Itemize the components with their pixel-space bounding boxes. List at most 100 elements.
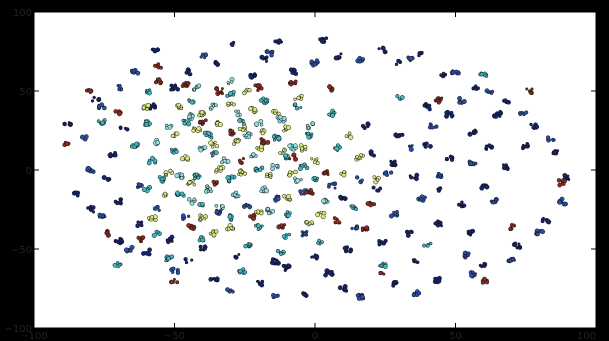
scatter-point-navy-45	[269, 257, 281, 266]
y-tick-label-3: 50	[19, 87, 32, 98]
scatter-point-yellow-18	[186, 179, 196, 187]
scatter-point-cyan-7	[220, 156, 231, 165]
scatter-point-navy-59	[338, 194, 348, 202]
scatter-point-blue-35	[180, 213, 191, 221]
scatter-point-red-9	[321, 169, 330, 177]
scatter-point-red-2	[214, 86, 224, 96]
scatter-point-navy-24	[529, 122, 539, 130]
scatter-point-yellow-10	[282, 124, 292, 133]
scatter-point-blue-30	[326, 181, 338, 190]
scatter-point-blue-21	[264, 49, 275, 58]
scatter-point-navy-36	[484, 143, 495, 151]
scatter-point-navy-32	[213, 59, 221, 67]
scatter-point-navy-29	[333, 52, 343, 61]
scatter-point-navy-62	[444, 154, 455, 162]
scatter-point-yellow-6	[191, 126, 203, 134]
scatter-point-teal-40	[395, 94, 405, 101]
scatter-point-cyan-8	[249, 152, 258, 159]
scatter-point-red-20	[62, 140, 71, 148]
scatter-point-red-12	[248, 213, 257, 221]
x-tick-label-3: 50	[449, 331, 462, 341]
scatter-point-navy-17	[391, 279, 399, 288]
scatter-point-yellow-22	[287, 169, 298, 178]
ticks-layer	[33, 11, 597, 329]
scatter-point-red-19	[104, 229, 111, 238]
scatter-point-red-16	[332, 216, 342, 225]
scatter-point-teal-39	[275, 248, 286, 256]
scatter-point-teal-18	[327, 108, 337, 118]
scatter-point-cyan-22	[305, 121, 315, 131]
scatter-point-blue-22	[199, 52, 208, 60]
scatter-point-navy-71	[323, 268, 335, 278]
scatter-point-navy-43	[342, 245, 353, 254]
scatter-point-teal-41	[422, 241, 433, 248]
scatter-point-cyan-0	[208, 102, 218, 111]
x-tick-label-1: −50	[164, 331, 185, 341]
scatter-point-red-17	[360, 225, 370, 233]
scatter-point-blue-12	[534, 228, 545, 237]
scatter-point-navy-72	[281, 263, 292, 272]
scatter-point-red-31	[327, 84, 335, 93]
scatter-point-navy-57	[408, 172, 420, 182]
scatter-point-yellow-15	[278, 147, 287, 155]
scatter-point-blue-3	[97, 212, 107, 219]
scatter-point-yellow-23	[310, 157, 320, 166]
scatter-point-navy-55	[368, 149, 377, 158]
scatter-point-teal-3	[157, 175, 167, 184]
scatter-point-teal-12	[243, 242, 253, 249]
scatter-point-cyan-12	[230, 190, 241, 199]
scatter-point-blue-38	[435, 171, 444, 180]
scatter-point-blue-5	[169, 266, 181, 275]
scatter-point-red-8	[288, 152, 298, 162]
scatter-point-teal-33	[237, 267, 248, 275]
scatter-point-yellow-13	[232, 137, 242, 146]
scatter-point-blue-4	[123, 244, 135, 254]
scatter-point-navy-12	[183, 257, 194, 265]
scatter-point-teal-44	[164, 254, 175, 263]
scatter-point-blue-28	[382, 170, 394, 178]
scatter-point-cyan-24	[191, 83, 202, 92]
scatter-point-red-10	[237, 157, 245, 166]
scatter-point-teal-21	[282, 153, 290, 161]
scatter-point-navy-6	[417, 50, 424, 58]
scatter-point-red-26	[433, 96, 444, 105]
scatter-point-blue-36	[152, 204, 161, 212]
scatter-point-teal-10	[151, 229, 162, 238]
scatter-point-navy-9	[71, 190, 81, 198]
scatter-point-blue-33	[241, 202, 253, 210]
scatter-point-cyan-9	[270, 163, 280, 172]
scatter-point-teal-29	[297, 162, 310, 172]
scatter-point-cyan-13	[203, 184, 213, 194]
scatter-point-cyan-17	[287, 143, 298, 152]
scatter-point-blue-39	[467, 159, 478, 167]
scatter-point-teal-43	[478, 71, 489, 78]
scatter-point-yellow-5	[170, 131, 180, 139]
scatter-point-yellow-12	[208, 140, 220, 149]
scatter-point-navy-25	[502, 98, 511, 105]
scatter-point-teal-42	[96, 118, 107, 126]
scatter-point-red-4	[287, 79, 298, 87]
scatter-point-red-6	[228, 128, 236, 137]
scatter-point-navy-52	[107, 150, 118, 159]
scatter-point-navy-3	[150, 47, 161, 54]
scatter-point-cyan-23	[226, 76, 235, 86]
y-tick-label-0: −100	[5, 324, 32, 335]
scatter-point-yellow-1	[197, 110, 207, 118]
scatter-point-navy-68	[491, 110, 504, 119]
scatter-point-navy-21	[540, 216, 552, 225]
scatter-point-navy-38	[479, 183, 490, 191]
scatter-point-teal-35	[311, 175, 320, 183]
scatter-point-blue-26	[427, 122, 439, 130]
scatter-point-blue-23	[129, 67, 141, 76]
scatter-point-yellow-17	[163, 168, 175, 178]
scatter-point-red-32	[365, 200, 377, 208]
scatter-point-blue-2	[85, 165, 96, 174]
points-layer	[62, 36, 571, 301]
scatter-point-blue-25	[457, 95, 467, 105]
scatter-point-navy-2	[318, 36, 329, 45]
scatter-point-teal-16	[258, 96, 270, 106]
scatter-point-cyan-19	[321, 197, 330, 205]
scatter-point-teal-38	[141, 184, 153, 194]
scatter-point-navy-60	[393, 132, 405, 139]
plot-area	[33, 11, 597, 329]
